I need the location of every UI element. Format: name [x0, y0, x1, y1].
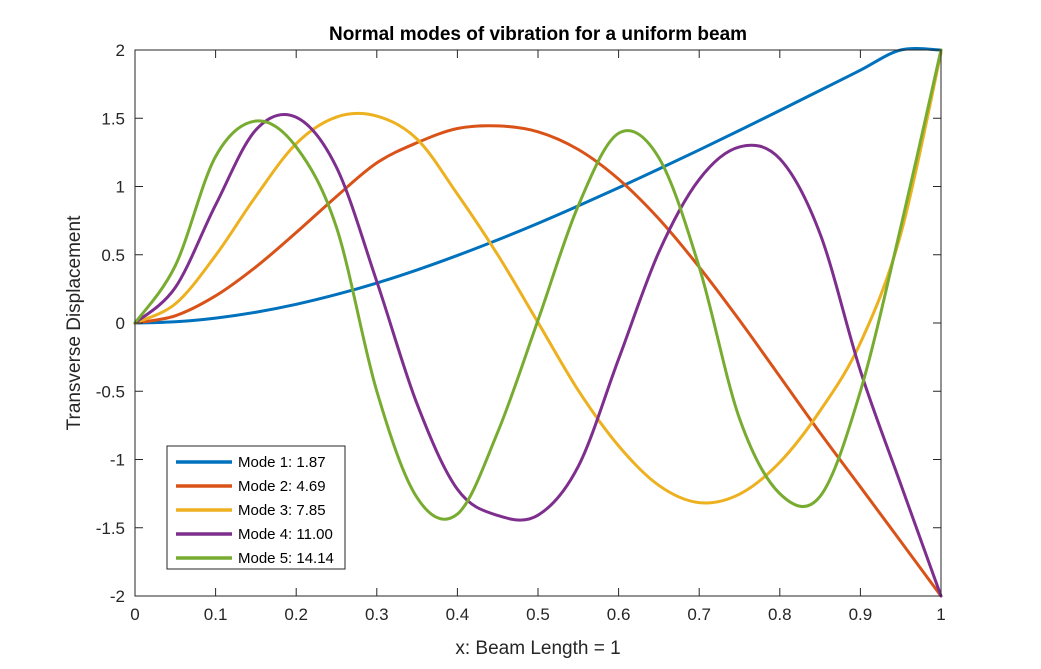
x-tick-label: 0.9 — [849, 605, 873, 624]
legend-label: Mode 1: 1.87 — [238, 454, 326, 471]
x-tick-label: 0.4 — [446, 605, 470, 624]
x-tick-label: 1 — [936, 605, 945, 624]
series-line-mode-4 — [133, 113, 943, 598]
ticks-layer: 0 0.1 0.2 0.3 0.4 0.5 0.6 0.7 0.8 0.9 1 -2 -1.5 -1 -0.… — [96, 41, 946, 624]
y-tick-label: -1.5 — [96, 519, 125, 538]
y-tick-label: 0 — [116, 314, 125, 333]
x-axis-label: x: Beam Length = 1 — [455, 638, 620, 659]
x-tick-label: 0 — [130, 605, 139, 624]
series-line-mode-1 — [133, 47, 943, 325]
x-tick-label: 0.5 — [526, 605, 550, 624]
y-tick-label: -0.5 — [96, 382, 125, 401]
x-tick-label: 0.1 — [204, 605, 228, 624]
legend-label: Mode 4: 11.00 — [238, 526, 333, 543]
y-tick-label: -1 — [110, 451, 125, 470]
legend-box — [166, 445, 346, 570]
x-tick-label: 0.8 — [768, 605, 792, 624]
legend-label: Mode 3: 7.85 — [238, 502, 326, 519]
series-layer — [133, 47, 943, 598]
x-tick-label: 0.7 — [687, 605, 711, 624]
x-tick-label: 0.2 — [284, 605, 308, 624]
y-axis-label: Transverse Displacement — [64, 215, 85, 430]
series-line-mode-3 — [133, 51, 943, 505]
series-line-mode-2 — [133, 124, 943, 598]
y-tick-label: 1.5 — [101, 109, 125, 128]
legend: Mode 1: 1.87 Mode 2: 4.69 Mode 3: 7.85 Mode… — [166, 445, 346, 570]
y-tick-label: 1 — [116, 178, 125, 197]
legend-label: Mode 2: 4.69 — [238, 478, 326, 495]
chart-title: Normal modes of vibration for a uniform … — [329, 24, 747, 45]
y-tick-label: 0.5 — [101, 246, 125, 265]
y-tick-label: 2 — [116, 41, 125, 60]
legend-label: Mode 5: 14.14 — [238, 550, 334, 567]
x-tick-label: 0.6 — [607, 605, 631, 624]
y-tick-label: -2 — [110, 587, 125, 606]
series-line-mode-5 — [133, 48, 943, 521]
x-tick-label: 0.3 — [365, 605, 389, 624]
